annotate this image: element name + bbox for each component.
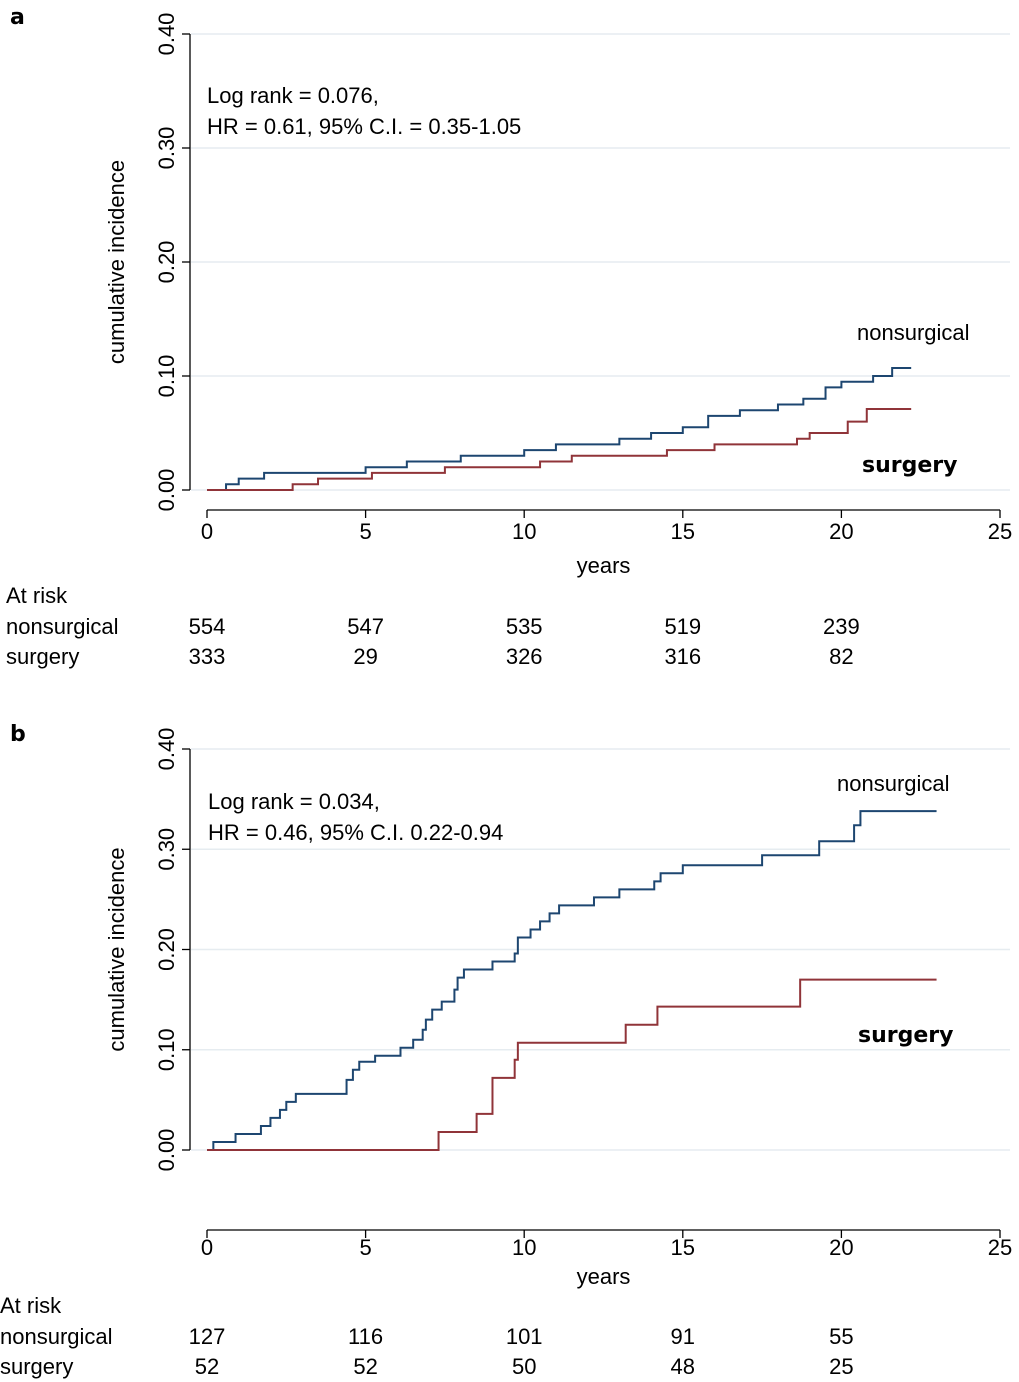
series-line <box>207 408 912 491</box>
at-risk-row-label: nonsurgical <box>0 1324 113 1349</box>
at-risk-value: 535 <box>506 614 543 639</box>
x-axis-label: years <box>577 1264 631 1289</box>
series-line <box>207 978 937 1151</box>
at-risk-value: 55 <box>829 1324 853 1349</box>
at-risk-value: 29 <box>353 644 377 669</box>
at-risk-value: 82 <box>829 644 853 669</box>
y-tick-label: 0.30 <box>154 828 179 871</box>
at-risk-value: 25 <box>829 1354 853 1379</box>
y-tick-label: 0.20 <box>154 928 179 971</box>
annotation: HR = 0.46, 95% C.I. 0.22-0.94 <box>208 820 503 845</box>
y-tick-label: 0.10 <box>154 355 179 398</box>
panel-label: a <box>10 5 25 30</box>
annotation: HR = 0.61, 95% C.I. = 0.35-1.05 <box>207 114 521 139</box>
series-label: nonsurgical <box>837 771 950 796</box>
x-tick-label: 25 <box>988 519 1012 544</box>
x-tick-label: 10 <box>512 519 536 544</box>
at-risk-title: At risk <box>6 583 68 608</box>
series-label: nonsurgical <box>857 320 970 345</box>
x-tick-label: 0 <box>201 519 213 544</box>
y-tick-label: 0.00 <box>154 1129 179 1172</box>
y-tick-label: 0.00 <box>154 469 179 512</box>
at-risk-value: 52 <box>195 1354 219 1379</box>
annotation: Log rank = 0.034, <box>208 789 380 814</box>
at-risk-row-label: nonsurgical <box>6 614 119 639</box>
x-tick-label: 25 <box>988 1235 1012 1260</box>
at-risk-value: 52 <box>353 1354 377 1379</box>
y-tick-label: 0.30 <box>154 127 179 170</box>
x-tick-label: 20 <box>829 519 853 544</box>
at-risk-value: 116 <box>348 1324 383 1349</box>
y-tick-label: 0.40 <box>154 13 179 56</box>
series-label: surgery <box>862 453 957 478</box>
x-axis-label: years <box>577 553 631 578</box>
x-tick-label: 0 <box>201 1235 213 1260</box>
x-tick-label: 15 <box>671 1235 695 1260</box>
at-risk-value: 101 <box>506 1324 543 1349</box>
y-axis-label: cumulative incidence <box>104 847 129 1051</box>
x-tick-label: 5 <box>359 519 371 544</box>
series-label: surgery <box>858 1023 953 1048</box>
y-axis-label: cumulative incidence <box>104 160 129 364</box>
at-risk-value: 333 <box>189 644 226 669</box>
at-risk-value: 127 <box>189 1324 226 1349</box>
panel-label: b <box>10 722 26 747</box>
at-risk-value: 48 <box>671 1354 695 1379</box>
annotation: Log rank = 0.076, <box>207 83 379 108</box>
y-tick-label: 0.10 <box>154 1028 179 1071</box>
at-risk-value: 547 <box>347 614 384 639</box>
y-tick-label: 0.40 <box>154 728 179 771</box>
at-risk-value: 50 <box>512 1354 536 1379</box>
at-risk-title: At risk <box>0 1293 62 1318</box>
x-tick-label: 5 <box>359 1235 371 1260</box>
x-tick-label: 10 <box>512 1235 536 1260</box>
at-risk-row-label: surgery <box>6 644 79 669</box>
at-risk-value: 316 <box>664 644 701 669</box>
series-line <box>207 810 937 1151</box>
at-risk-row-label: surgery <box>0 1354 73 1379</box>
y-tick-label: 0.20 <box>154 241 179 284</box>
x-tick-label: 20 <box>829 1235 853 1260</box>
at-risk-value: 554 <box>189 614 226 639</box>
at-risk-value: 519 <box>664 614 701 639</box>
at-risk-value: 239 <box>823 614 860 639</box>
series-line <box>207 367 912 491</box>
at-risk-value: 91 <box>671 1324 695 1349</box>
at-risk-value: 326 <box>506 644 543 669</box>
x-tick-label: 15 <box>671 519 695 544</box>
